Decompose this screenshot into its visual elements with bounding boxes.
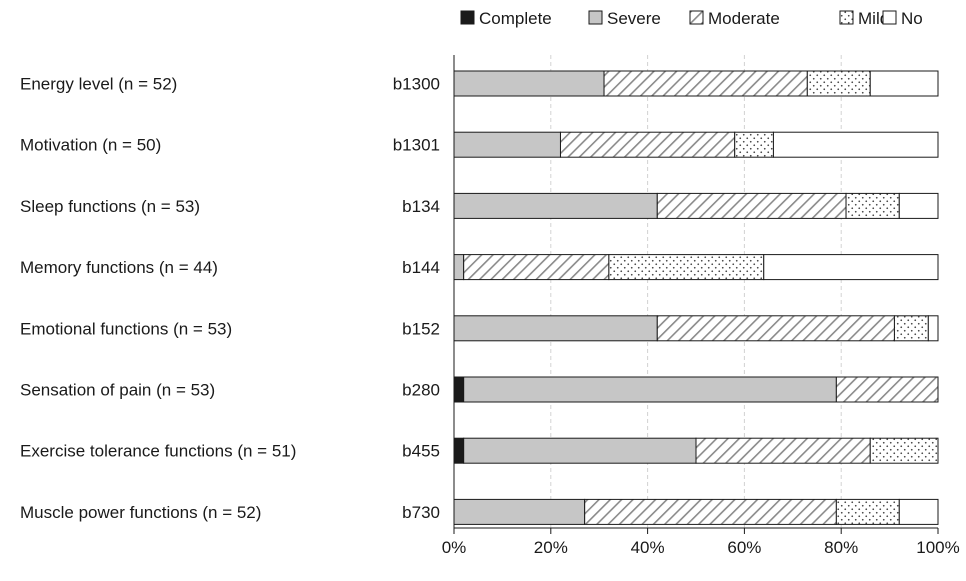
bar-segment-b455-complete [453,437,465,464]
category-label-6: Sensation of pain (n = 53) [20,381,215,400]
x-tick-label-2: 40% [631,538,665,557]
bar-segment-b134-mild [845,192,900,219]
bar-segment-b152-mild [893,315,929,342]
bar-segment-b1300-moderate [603,70,808,97]
bar-segment-b144-no [763,254,939,281]
bar-segment-b730-moderate [584,498,837,525]
code-label-b144: b144 [402,258,440,277]
bar-segment-b455-severe [463,437,697,464]
bar-segment-b1301-moderate [559,131,736,158]
x-tick-label-4: 80% [824,538,858,557]
bar-segment-b134-moderate [656,192,847,219]
bar-segment-b1301-severe [453,131,561,158]
x-tick-label-1: 20% [534,538,568,557]
category-label-1: Energy level (n = 52) [20,75,177,94]
bar-segment-b280-complete [453,376,465,403]
code-label-b1301: b1301 [393,136,440,155]
bar-row-b730 [453,498,939,525]
bar-segment-b152-no [927,315,939,342]
bar-segment-b1300-mild [806,70,871,97]
bar-row-b152 [453,315,939,342]
legend-item-severe: Severe [588,9,661,28]
bar-row-b1300 [453,70,939,97]
legend-swatch-complete [460,10,475,25]
legend-item-moderate: Moderate [689,9,780,28]
legend-swatch-moderate [689,10,704,25]
category-label-3: Sleep functions (n = 53) [20,197,200,216]
bar-segment-b1300-no [869,70,939,97]
bar-segment-b730-mild [835,498,900,525]
bar-segment-b1300-severe [453,70,605,97]
code-label-b1300: b1300 [393,75,440,94]
chart-legend: Complete Severe Moderate Mild No [460,9,923,28]
code-label-b134: b134 [402,197,440,216]
bar-segment-b1301-no [772,131,939,158]
bar-segment-b134-severe [453,192,658,219]
legend-label-no: No [901,9,923,28]
bar-segment-b730-no [898,498,939,525]
bar-row-b455 [453,437,939,464]
bar-segment-b730-severe [453,498,586,525]
code-label-b455: b455 [402,442,440,461]
category-label-4: Memory functions (n = 44) [20,258,218,277]
legend-label-mild: Mild [858,9,889,28]
bar-row-b134 [453,192,939,219]
chart-category-labels: Energy level (n = 52) b1300 Motivation (n … [20,75,440,522]
x-tick-label-3: 60% [727,538,761,557]
bar-segment-b144-mild [608,254,765,281]
legend-label-complete: Complete [479,9,552,28]
code-label-b730: b730 [402,503,440,522]
legend-swatch-severe [588,10,603,25]
bar-row-b144 [453,254,939,281]
legend-swatch-mild [839,10,854,25]
category-label-7: Exercise tolerance functions (n = 51) [20,442,296,461]
category-label-8: Muscle power functions (n = 52) [20,503,261,522]
bar-segment-b134-no [898,192,939,219]
legend-label-severe: Severe [607,9,661,28]
bar-segment-b144-moderate [463,254,610,281]
legend-item-mild: Mild [839,9,889,28]
bar-segment-b1301-mild [734,131,774,158]
bar-row-b280 [453,376,939,403]
bar-segment-b455-moderate [695,437,871,464]
category-label-5: Emotional functions (n = 53) [20,319,232,338]
bar-row-b1301 [453,131,939,158]
bar-segment-b280-moderate [835,376,939,403]
chart-x-axis: 0% 20% 40% 60% 80% 100% [442,55,960,557]
x-tick-label-5: 100% [916,538,959,557]
legend-item-no: No [882,9,923,28]
category-label-2: Motivation (n = 50) [20,136,161,155]
bar-segment-b455-mild [869,437,939,464]
chart-bars [453,70,939,525]
bar-segment-b144-severe [453,254,465,281]
code-label-b152: b152 [402,319,440,338]
code-label-b280: b280 [402,381,440,400]
legend-label-moderate: Moderate [708,9,780,28]
legend-item-complete: Complete [460,9,552,28]
bar-segment-b152-severe [453,315,658,342]
legend-swatch-no [882,10,897,25]
x-tick-label-0: 0% [442,538,467,557]
bar-segment-b280-severe [463,376,837,403]
bar-segment-b152-moderate [656,315,895,342]
